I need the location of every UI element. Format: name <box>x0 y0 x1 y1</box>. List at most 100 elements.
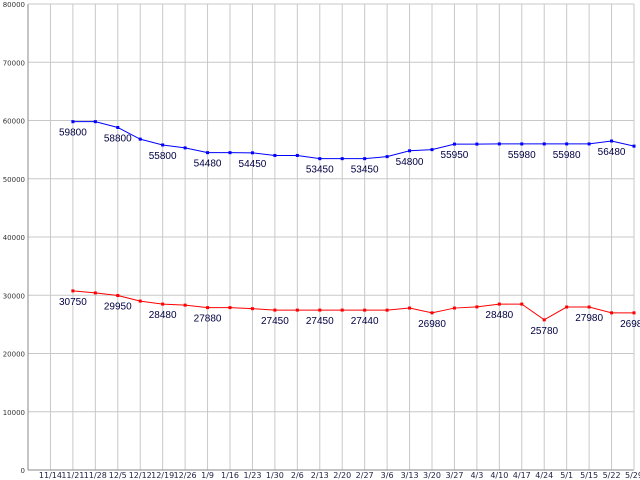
series-1: 30750 29950 28480 27880 27450 27450 27440 26980… <box>59 289 640 337</box>
data-point <box>520 302 524 306</box>
data-label: 54450 <box>239 159 267 170</box>
data-point <box>475 305 479 309</box>
data-point <box>93 120 97 124</box>
data-label: 28480 <box>149 310 177 321</box>
y-tick-label: 60000 <box>3 118 25 126</box>
data-label: 27440 <box>351 316 379 327</box>
data-point <box>587 305 591 309</box>
x-tick-label: 11/21 <box>61 471 84 480</box>
data-point <box>318 308 322 312</box>
data-label: 26980 <box>620 319 640 330</box>
data-point <box>385 155 389 159</box>
data-label: 55950 <box>441 150 469 161</box>
data-point <box>71 289 75 293</box>
data-point <box>497 302 501 306</box>
data-label: 55800 <box>149 151 177 162</box>
x-tick-label: 11/28 <box>84 471 107 480</box>
data-point <box>632 144 636 148</box>
data-label: 55980 <box>508 150 536 161</box>
data-point <box>183 303 187 307</box>
data-point <box>542 142 546 146</box>
x-tick-label: 2/27 <box>356 471 374 480</box>
y-tick-label: 30000 <box>3 292 25 300</box>
x-tick-label: 2/6 <box>291 471 304 480</box>
x-tick-label: 12/26 <box>174 471 197 480</box>
data-point <box>565 142 569 146</box>
data-label: 54480 <box>194 159 222 170</box>
data-point <box>610 139 614 143</box>
data-point <box>542 318 546 322</box>
x-tick-label: 2/20 <box>333 471 351 480</box>
data-point <box>587 142 591 146</box>
data-label: 55980 <box>553 150 581 161</box>
x-tick-label: 11/14 <box>39 471 62 480</box>
x-tick-label: 12/5 <box>109 471 127 480</box>
x-tick-label: 3/13 <box>401 471 419 480</box>
data-label: 54800 <box>396 157 424 168</box>
data-point <box>363 308 367 312</box>
data-point <box>318 157 322 161</box>
data-point <box>161 143 165 147</box>
x-tick-label: 4/3 <box>470 471 483 480</box>
data-point <box>340 308 344 312</box>
data-label: 25780 <box>530 326 558 337</box>
data-point <box>385 308 389 312</box>
data-point <box>206 151 210 155</box>
x-tick-label: 5/15 <box>580 471 598 480</box>
data-point <box>116 125 120 129</box>
axes <box>27 3 635 471</box>
y-tick-label: 80000 <box>3 1 25 9</box>
x-tick-label: 4/24 <box>535 471 553 480</box>
data-point <box>475 142 479 146</box>
data-point <box>206 306 210 310</box>
x-tick-label: 3/6 <box>381 471 394 480</box>
y-tick-label: 70000 <box>3 59 25 67</box>
data-point <box>610 311 614 315</box>
data-point <box>116 294 120 298</box>
x-tick-label: 1/30 <box>266 471 284 480</box>
x-tick-label: 1/23 <box>243 471 261 480</box>
grid-lines <box>28 3 635 471</box>
data-point <box>340 157 344 161</box>
series-line <box>72 121 635 160</box>
x-tick-label: 2/13 <box>311 471 329 480</box>
data-point <box>161 302 165 306</box>
data-point <box>295 153 299 157</box>
x-tick-label: 4/17 <box>513 471 531 480</box>
data-point <box>497 142 501 146</box>
data-label: 26980 <box>418 319 446 330</box>
x-tick-labels: 11/14 11/21 11/28 12/5 12/12 12/19 12/26 1/9 1/1… <box>39 471 640 480</box>
data-point <box>138 299 142 303</box>
data-point <box>228 151 232 155</box>
data-point <box>565 305 569 309</box>
x-tick-label: 1/9 <box>201 471 214 480</box>
data-label: 27980 <box>575 313 603 324</box>
data-point <box>93 291 97 295</box>
data-point <box>138 137 142 141</box>
data-label: 53450 <box>351 165 379 176</box>
x-tick-label: 3/20 <box>423 471 441 480</box>
data-point <box>228 306 232 310</box>
data-point <box>520 142 524 146</box>
data-label: 53450 <box>306 165 334 176</box>
data-point <box>295 308 299 312</box>
data-point <box>250 151 254 155</box>
data-point <box>273 153 277 157</box>
x-tick-label: 4/10 <box>490 471 508 480</box>
y-tick-label: 50000 <box>3 176 25 184</box>
series-line <box>72 290 634 321</box>
y-tick-labels: 0 10000 20000 30000 40000 50000 60000 70000 8000… <box>3 1 25 475</box>
data-point <box>363 157 367 161</box>
x-tick-label: 5/29 <box>625 471 640 480</box>
data-point <box>430 148 434 152</box>
data-label: 30750 <box>59 297 87 308</box>
data-point <box>183 146 187 150</box>
y-tick-label: 20000 <box>3 351 25 359</box>
x-tick-label: 5/1 <box>560 471 573 480</box>
x-tick-label: 3/27 <box>445 471 463 480</box>
data-point <box>452 142 456 146</box>
data-label: 27450 <box>306 316 334 327</box>
data-label: 27450 <box>261 316 289 327</box>
y-tick-label: 10000 <box>3 409 25 417</box>
